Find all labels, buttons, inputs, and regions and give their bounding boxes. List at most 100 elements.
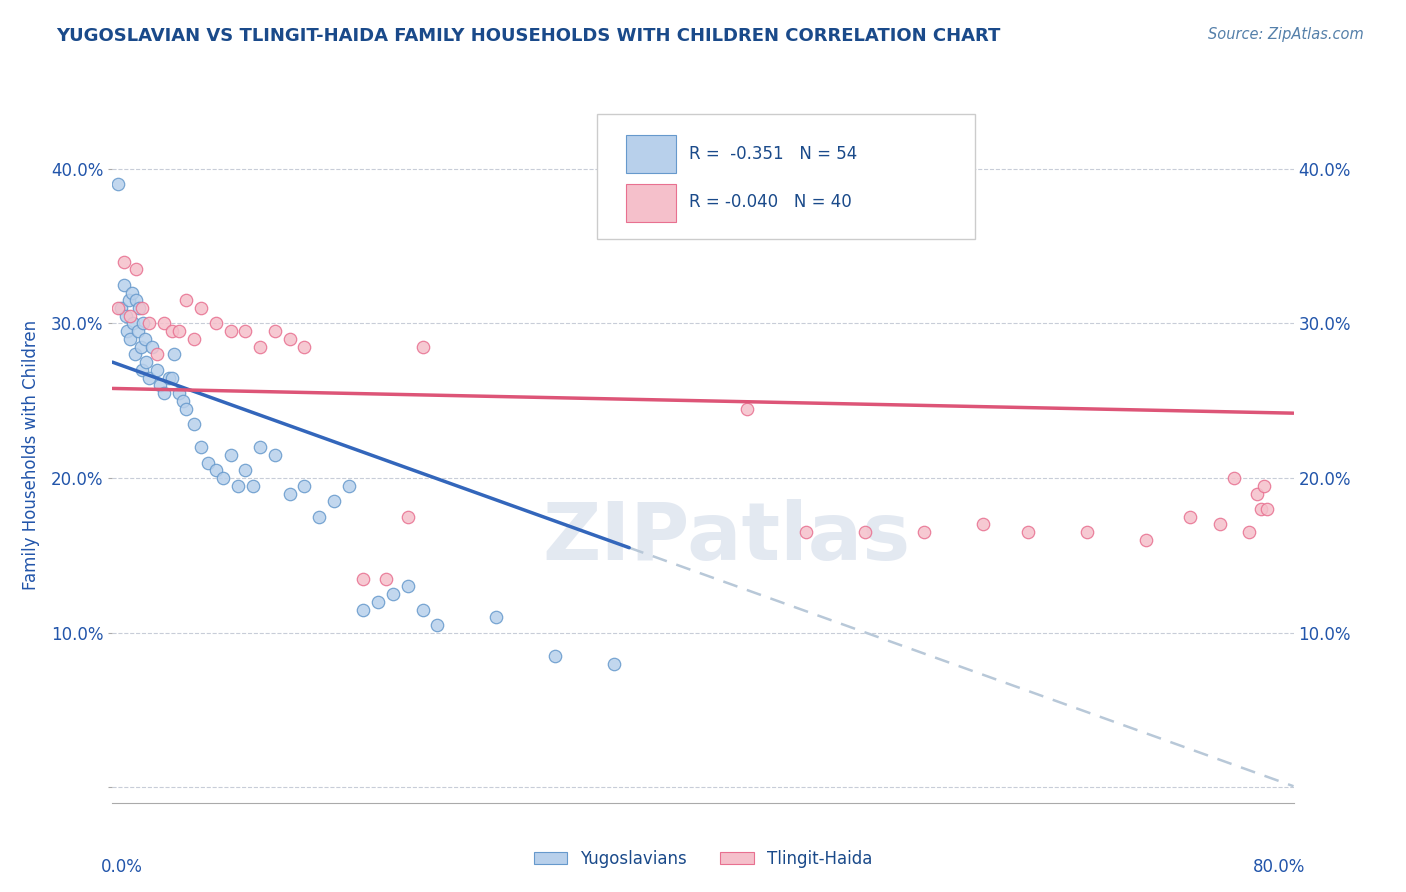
Point <box>485 610 508 624</box>
Point <box>132 317 155 331</box>
Point <box>125 262 148 277</box>
Point <box>163 347 186 361</box>
Point <box>374 572 396 586</box>
Point <box>411 340 433 354</box>
Point <box>167 386 190 401</box>
Point <box>1135 533 1157 547</box>
Point <box>118 293 141 308</box>
Point <box>352 572 374 586</box>
Point <box>264 448 287 462</box>
Text: ZIPatlas: ZIPatlas <box>543 500 911 577</box>
Text: Source: ZipAtlas.com: Source: ZipAtlas.com <box>1208 27 1364 42</box>
Point <box>146 347 169 361</box>
Point <box>219 448 242 462</box>
Point <box>190 301 212 315</box>
Point <box>242 479 264 493</box>
Point <box>337 479 360 493</box>
Point <box>160 324 183 338</box>
Point <box>125 293 148 308</box>
Point <box>183 332 205 346</box>
FancyBboxPatch shape <box>626 184 676 222</box>
Legend: Yugoslavians, Tlingit-Haida: Yugoslavians, Tlingit-Haida <box>527 843 879 874</box>
Point <box>131 301 153 315</box>
Point <box>1178 509 1201 524</box>
Point <box>114 309 136 323</box>
Point <box>737 401 759 416</box>
Point <box>1246 486 1268 500</box>
Point <box>160 370 183 384</box>
Point <box>135 355 157 369</box>
Point <box>212 471 235 485</box>
Text: 0.0%: 0.0% <box>101 858 142 877</box>
Text: R =  -0.351   N = 54: R = -0.351 N = 54 <box>689 145 858 162</box>
Point <box>141 340 163 354</box>
Point <box>411 602 433 616</box>
Point <box>110 301 132 315</box>
Point <box>278 332 301 346</box>
Point <box>292 340 315 354</box>
Point <box>121 285 143 300</box>
Point <box>1256 502 1278 516</box>
Point <box>544 648 567 663</box>
Point <box>120 332 142 346</box>
Point <box>117 324 138 338</box>
Point <box>205 317 228 331</box>
Point <box>1253 479 1275 493</box>
Point <box>183 417 205 431</box>
Point <box>138 317 160 331</box>
Point <box>197 456 219 470</box>
Point <box>157 370 180 384</box>
Point <box>120 309 142 323</box>
Point <box>233 324 256 338</box>
Point <box>796 525 818 540</box>
Point <box>128 301 150 315</box>
Point <box>292 479 315 493</box>
Point <box>914 525 936 540</box>
Point <box>174 401 197 416</box>
Point <box>382 587 405 601</box>
Point <box>153 317 176 331</box>
Point <box>122 317 145 331</box>
Text: R = -0.040   N = 40: R = -0.040 N = 40 <box>689 194 852 211</box>
Point <box>855 525 877 540</box>
Text: 80.0%: 80.0% <box>1253 858 1305 877</box>
Point <box>603 657 626 671</box>
Point <box>112 277 135 292</box>
FancyBboxPatch shape <box>626 135 676 173</box>
Point <box>278 486 301 500</box>
Point <box>396 509 419 524</box>
Point <box>127 324 149 338</box>
Point <box>124 347 146 361</box>
Point <box>249 340 271 354</box>
Point <box>1239 525 1261 540</box>
Point <box>138 370 160 384</box>
Point <box>190 440 212 454</box>
Point <box>174 293 197 308</box>
Point <box>352 602 374 616</box>
Point <box>107 301 129 315</box>
Point <box>1208 517 1232 532</box>
Point <box>308 509 330 524</box>
Point <box>146 363 169 377</box>
Point <box>134 332 156 346</box>
Point <box>233 463 256 477</box>
Text: YUGOSLAVIAN VS TLINGIT-HAIDA FAMILY HOUSEHOLDS WITH CHILDREN CORRELATION CHART: YUGOSLAVIAN VS TLINGIT-HAIDA FAMILY HOUS… <box>56 27 1001 45</box>
Point <box>367 595 389 609</box>
Y-axis label: Family Households with Children: Family Households with Children <box>22 320 39 590</box>
Point <box>323 494 346 508</box>
Point <box>107 178 129 192</box>
Point <box>205 463 228 477</box>
Point <box>112 254 135 268</box>
Point <box>249 440 271 454</box>
Point <box>396 579 419 593</box>
Point <box>1076 525 1098 540</box>
Point <box>131 363 153 377</box>
Point <box>1223 471 1246 485</box>
Point <box>1250 502 1272 516</box>
Point <box>973 517 995 532</box>
Point <box>167 324 190 338</box>
Point <box>1017 525 1039 540</box>
FancyBboxPatch shape <box>596 114 974 239</box>
Point <box>426 618 449 632</box>
Point <box>264 324 287 338</box>
